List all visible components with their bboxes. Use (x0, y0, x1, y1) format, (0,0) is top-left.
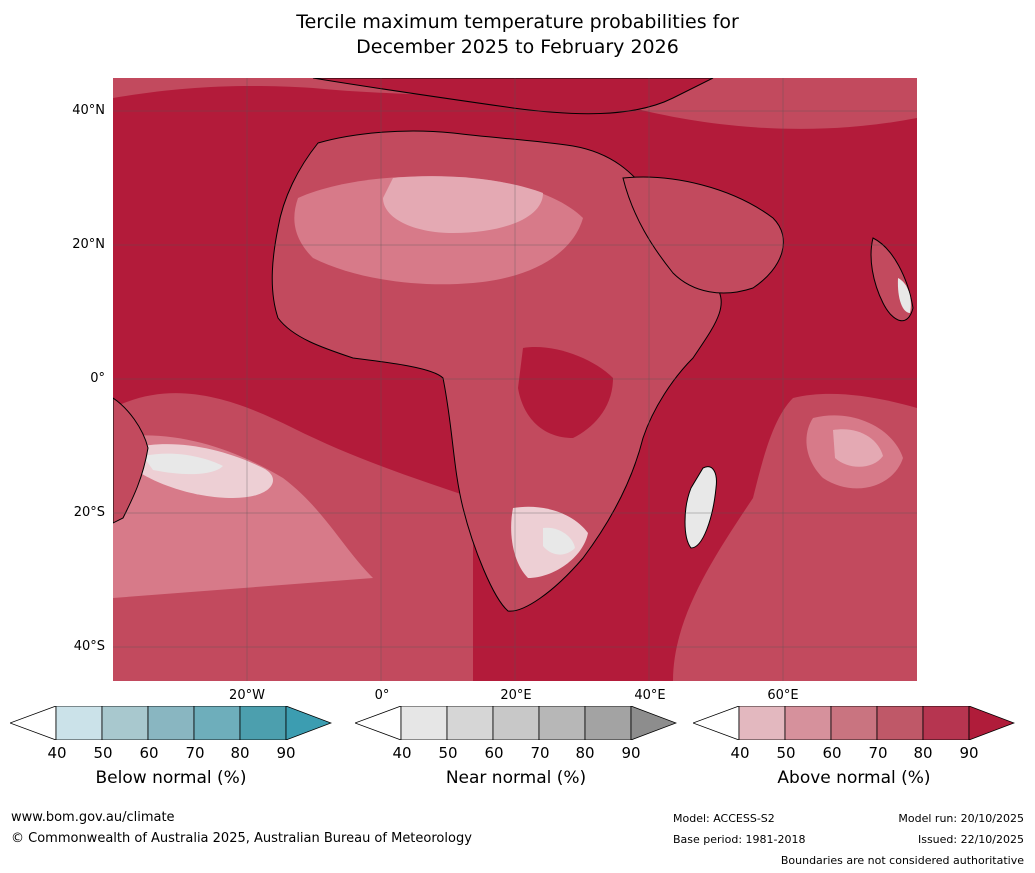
near-segment-50-60 (446, 705, 494, 741)
lat-label-20s: 20°S (73, 505, 105, 520)
below-tick-60: 60 (139, 744, 159, 762)
below-tick-70: 70 (185, 744, 205, 762)
copyright-text: © Commonwealth of Australia 2025, Austra… (11, 831, 472, 846)
colorbar-above-normal-graphic (691, 705, 1016, 741)
madagascar (684, 466, 717, 549)
near-segment-40-50 (400, 705, 448, 741)
title-line-2: December 2025 to February 2026 (356, 36, 679, 58)
lat-label-20n: 20°N (72, 237, 105, 252)
near-tick-90: 90 (621, 744, 641, 762)
above-segment-80-90 (922, 705, 970, 741)
lon-label-0: 0° (374, 688, 390, 703)
near-segment-80-90 (584, 705, 632, 741)
below-extend-arrow (285, 705, 333, 741)
below-segment-40-50 (55, 705, 103, 741)
above-tick-70: 70 (868, 744, 888, 762)
colorbar-near-normal (353, 705, 678, 741)
colorbar-below-normal-graphic (8, 705, 333, 741)
near-tick-80: 80 (575, 744, 595, 762)
colorbar-above-normal (691, 705, 1016, 741)
model-text: Model: ACCESS-S2 (673, 812, 775, 825)
above-tick-90: 90 (959, 744, 979, 762)
title-line-1: Tercile maximum temperature probabilitie… (296, 11, 739, 33)
near-tick-50: 50 (438, 744, 458, 762)
lat-label-40s: 40°S (73, 639, 105, 654)
lon-label-40e: 40°E (634, 688, 666, 703)
below-segment-50-60 (101, 705, 149, 741)
above-segment-50-60 (784, 705, 832, 741)
base-period-text: Base period: 1981-2018 (673, 833, 806, 846)
below-segment-60-70 (147, 705, 195, 741)
near-segment-60-70 (492, 705, 540, 741)
above-tick-50: 50 (776, 744, 796, 762)
central-africa-dark (518, 347, 613, 438)
probability-map[interactable] (113, 78, 917, 681)
above-extend-arrow (968, 705, 1016, 741)
near-segment-70-80 (538, 705, 586, 741)
model-run-text: Model run: 20/10/2025 (898, 812, 1024, 825)
indian-ocean-pale (833, 429, 883, 467)
near-extend-arrow (630, 705, 678, 741)
boundaries-note: Boundaries are not considered authoritat… (780, 854, 1024, 867)
south-america-edge (113, 397, 149, 524)
lat-label-40n: 40°N (72, 103, 105, 118)
lon-label-60e: 60°E (767, 688, 799, 703)
above-tick-60: 60 (822, 744, 842, 762)
near-tick-60: 60 (484, 744, 504, 762)
south-atlantic-grey (143, 453, 223, 475)
colorbar-below-normal (8, 705, 333, 741)
colorbar-near-normal-graphic (353, 705, 678, 741)
above-normal-title: Above normal (%) (777, 768, 931, 788)
map-canvas (113, 78, 917, 681)
arabian-peninsula (622, 176, 784, 294)
website-link[interactable]: www.bom.gov.au/climate (11, 810, 175, 825)
below-tick-90: 90 (276, 744, 296, 762)
below-tick-50: 50 (93, 744, 113, 762)
above-tick-40: 40 (730, 744, 750, 762)
north-band (113, 78, 917, 129)
below-tick-80: 80 (230, 744, 250, 762)
above-segment-60-70 (830, 705, 878, 741)
graticule (113, 78, 917, 681)
below-segment-80-90 (239, 705, 287, 741)
near-tick-70: 70 (530, 744, 550, 762)
sahara-pale (383, 176, 543, 233)
near-tick-40: 40 (392, 744, 412, 762)
southern-europe (312, 78, 714, 115)
near-normal-title: Near normal (%) (445, 768, 587, 788)
issued-text: Issued: 22/10/2025 (917, 833, 1024, 846)
lat-label-0: 0° (90, 371, 105, 386)
india-grey-patch (897, 278, 911, 313)
below-segment-70-80 (193, 705, 241, 741)
above-segment-70-80 (876, 705, 924, 741)
below-tick-40: 40 (47, 744, 67, 762)
lon-label-20e: 20°E (500, 688, 532, 703)
map-title: Tercile maximum temperature probabilitie… (0, 10, 1035, 60)
above-segment-40-50 (738, 705, 786, 741)
southern-africa-grey (543, 527, 575, 555)
above-tick-80: 80 (913, 744, 933, 762)
lon-label-20w: 20°W (229, 688, 265, 703)
below-normal-title: Below normal (%) (95, 768, 247, 788)
